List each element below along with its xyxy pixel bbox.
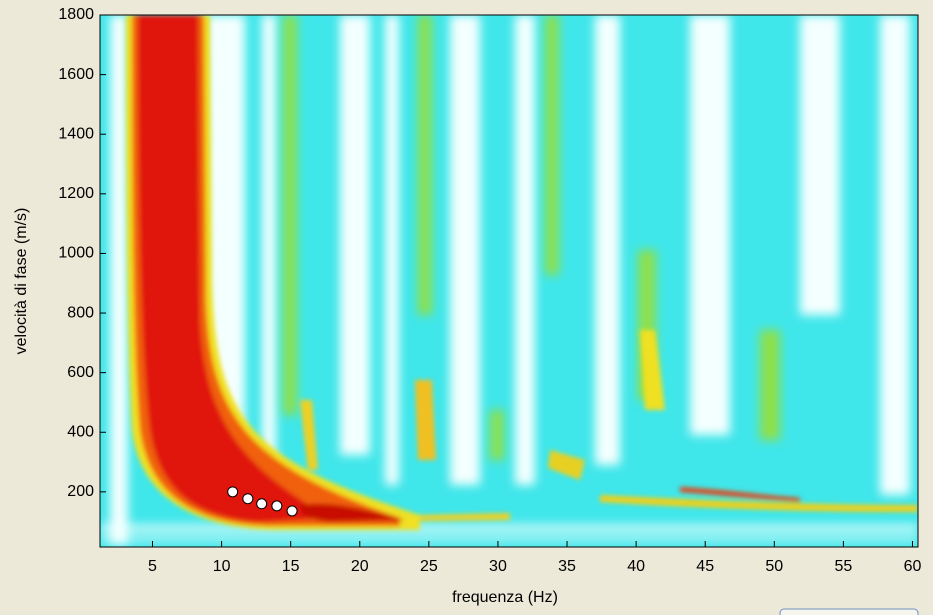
picked-point — [286, 505, 298, 517]
y-tick-label: 400 — [67, 423, 94, 440]
y-tick-label: 600 — [67, 364, 94, 381]
picked-point — [242, 493, 254, 505]
x-axis-label: frequenza (Hz) — [452, 589, 558, 606]
picked-point — [256, 498, 268, 510]
x-tick-label: 30 — [489, 558, 507, 575]
x-tick-label: 20 — [351, 558, 369, 575]
y-tick-label: 1200 — [58, 185, 94, 202]
x-tick-label: 25 — [420, 558, 438, 575]
plot-frame — [99, 14, 919, 548]
x-tick-label: 50 — [765, 558, 783, 575]
button[interactable] — [779, 608, 919, 615]
x-tick-label: 40 — [627, 558, 645, 575]
y-tick-label: 1800 — [58, 6, 94, 23]
x-tick-label: 45 — [696, 558, 714, 575]
x-tick-label: 10 — [213, 558, 231, 575]
x-tick-label: 5 — [148, 558, 157, 575]
picked-point — [227, 486, 239, 498]
spectrum — [100, 15, 918, 547]
y-axis-label: velocità di fase (m/s) — [13, 208, 30, 355]
x-tick-label: 55 — [834, 558, 852, 575]
y-tick-label: 200 — [67, 483, 94, 500]
y-tick-label: 1000 — [58, 245, 94, 262]
y-tick-label: 1600 — [58, 66, 94, 83]
y-tick-label: 800 — [67, 304, 94, 321]
picked-point — [271, 500, 283, 512]
x-tick-label: 60 — [904, 558, 922, 575]
x-tick-label: 15 — [282, 558, 300, 575]
x-tick-label: 35 — [558, 558, 576, 575]
y-tick-label: 1400 — [58, 125, 94, 142]
